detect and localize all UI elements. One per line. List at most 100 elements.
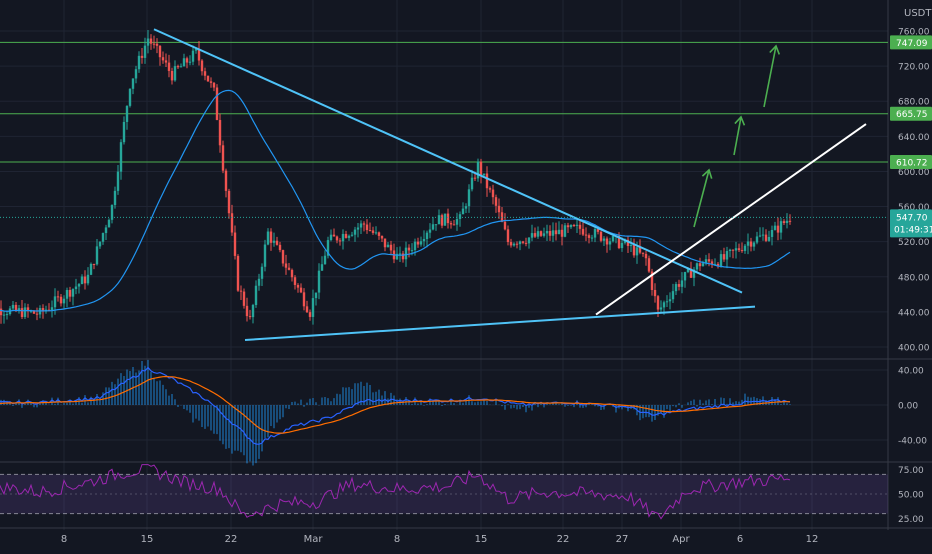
candle-body (362, 223, 366, 225)
signal-line (0, 375, 790, 434)
date-tick-label: 8 (61, 534, 67, 545)
candle-body (131, 78, 135, 89)
candle-body (758, 235, 762, 237)
candle-body (320, 264, 324, 271)
candle-body (467, 189, 471, 207)
candle-body (56, 296, 60, 298)
candle-body (554, 230, 558, 235)
projection-arrow[interactable] (763, 45, 777, 108)
candle-body (626, 239, 630, 246)
candle-body (236, 255, 240, 291)
candle-body (101, 233, 105, 242)
candle-body (269, 231, 273, 243)
candle-body (212, 82, 216, 88)
candle-body (347, 235, 351, 238)
candle-body (719, 254, 723, 267)
candle-body (134, 69, 138, 79)
descending-trendline[interactable] (153, 28, 743, 294)
candle-body (470, 177, 474, 190)
candle-body (371, 230, 375, 233)
candle-body (188, 61, 192, 63)
projection-arrow-head[interactable] (734, 115, 746, 126)
candle-body (200, 60, 204, 72)
price-tick-label: 600.00 (898, 168, 930, 178)
candle-body (440, 215, 444, 226)
drawings[interactable] (153, 28, 867, 341)
candle-body (107, 219, 111, 228)
candle-body (512, 243, 516, 246)
candle-body (287, 267, 291, 270)
candle-body (524, 242, 528, 244)
candle-body (311, 298, 315, 317)
date-tick-label: 22 (225, 534, 238, 545)
candle-body (575, 224, 579, 226)
candle-body (206, 75, 210, 82)
candle-body (155, 43, 159, 46)
candle-body (68, 289, 72, 297)
candle-body (707, 259, 711, 262)
candle-body (662, 302, 666, 308)
candle-body (533, 233, 537, 237)
candle-body (161, 57, 165, 61)
price-tick-label: 640.00 (898, 133, 930, 143)
candle-body (233, 232, 237, 256)
candle-body (578, 224, 582, 229)
projection-arrow[interactable] (733, 116, 742, 156)
candle-body (653, 289, 657, 297)
candle-body (179, 66, 183, 68)
macd-line (0, 366, 791, 445)
candle-body (89, 263, 93, 275)
candle-body (299, 287, 303, 293)
projection-arrow-head[interactable] (769, 44, 781, 55)
candle-body (41, 308, 45, 312)
candle-body (701, 263, 705, 267)
candle-body (716, 263, 720, 267)
projection-arrow-head[interactable] (701, 168, 713, 179)
candle-body (668, 299, 672, 302)
date-tick-label: 15 (475, 534, 488, 545)
candle-body (755, 236, 759, 243)
candle-body (365, 224, 369, 231)
candle-body (413, 241, 417, 251)
candle-body (62, 298, 66, 304)
moving-average (0, 89, 791, 312)
candle-body (581, 228, 585, 235)
candle-body (680, 280, 684, 287)
price-tick-label: 680.00 (898, 98, 930, 108)
macd-tick-label: 0.00 (898, 402, 918, 412)
candle-body (779, 221, 783, 233)
rsi-tick-label: 25.00 (898, 515, 924, 525)
candle-body (35, 313, 39, 315)
candle-body (689, 268, 693, 278)
candle-body (395, 253, 399, 260)
level-price-tag (890, 155, 932, 170)
rsi-tick-label: 50.00 (898, 491, 924, 501)
candle-body (401, 253, 405, 260)
date-tick-label: 12 (806, 534, 819, 545)
candle-body (407, 247, 411, 251)
candle-body (332, 234, 336, 237)
candle-body (110, 205, 114, 220)
candle-body (173, 66, 177, 81)
ascending-support-trendline[interactable] (244, 305, 756, 341)
candle-body (563, 225, 567, 237)
candle-body (71, 289, 75, 297)
candle-body (386, 244, 390, 248)
candle-body (77, 284, 81, 287)
candle-body (770, 229, 774, 237)
rising-trendline[interactable] (595, 123, 867, 316)
candle-body (182, 58, 186, 67)
candle-body (722, 254, 726, 260)
candle-body (20, 308, 24, 317)
candle-body (740, 250, 744, 252)
candle-body (617, 235, 621, 249)
candle-body (194, 48, 198, 51)
date-tick-label: Apr (672, 534, 690, 545)
candle-body (506, 229, 510, 243)
candle-body (734, 248, 738, 251)
candle-body (437, 215, 441, 225)
candle-body (326, 240, 330, 256)
